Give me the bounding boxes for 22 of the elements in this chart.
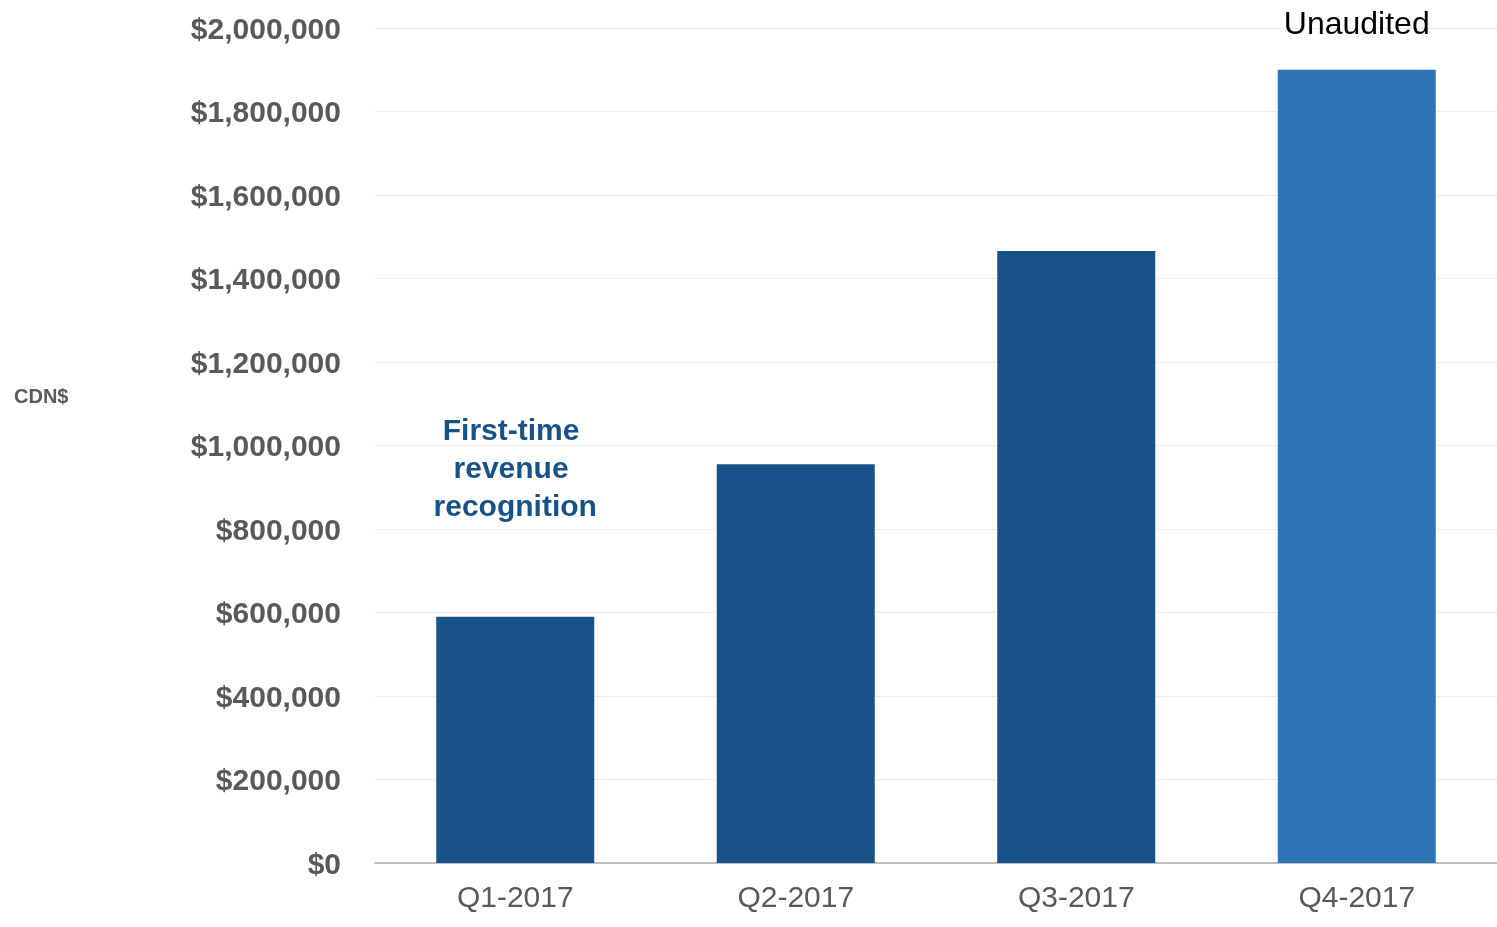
x-tick-label: Q1-2017 (456, 879, 574, 913)
annotation: First-time revenue recognition (433, 412, 597, 522)
annotation: Unaudited (1283, 4, 1430, 41)
y-tick-label: $200,000 (215, 763, 341, 796)
y-tick-label: $600,000 (215, 596, 341, 629)
y-tick-label: $1,600,000 (190, 178, 341, 212)
y-tick-label: $1,800,000 (190, 95, 341, 128)
y-tick-label: $2,000,000 (190, 11, 341, 45)
y-tick-label: $800,000 (215, 512, 341, 546)
bar (997, 250, 1156, 863)
y-tick-label: $400,000 (215, 679, 341, 713)
y-tick-label: $1,200,000 (190, 345, 341, 379)
x-tick-label: Q4-2017 (1298, 879, 1416, 913)
y-tick-label: $0 (307, 846, 341, 880)
bar (436, 616, 595, 863)
y-tick-label: $1,400,000 (190, 262, 341, 295)
bar (1277, 69, 1436, 863)
y-tick-label: $1,000,000 (190, 429, 341, 462)
bar (716, 464, 875, 863)
text: CDN$ (14, 385, 69, 407)
x-tick-label: Q3-2017 (1017, 879, 1135, 913)
x-tick-label: Q2-2017 (737, 879, 855, 913)
